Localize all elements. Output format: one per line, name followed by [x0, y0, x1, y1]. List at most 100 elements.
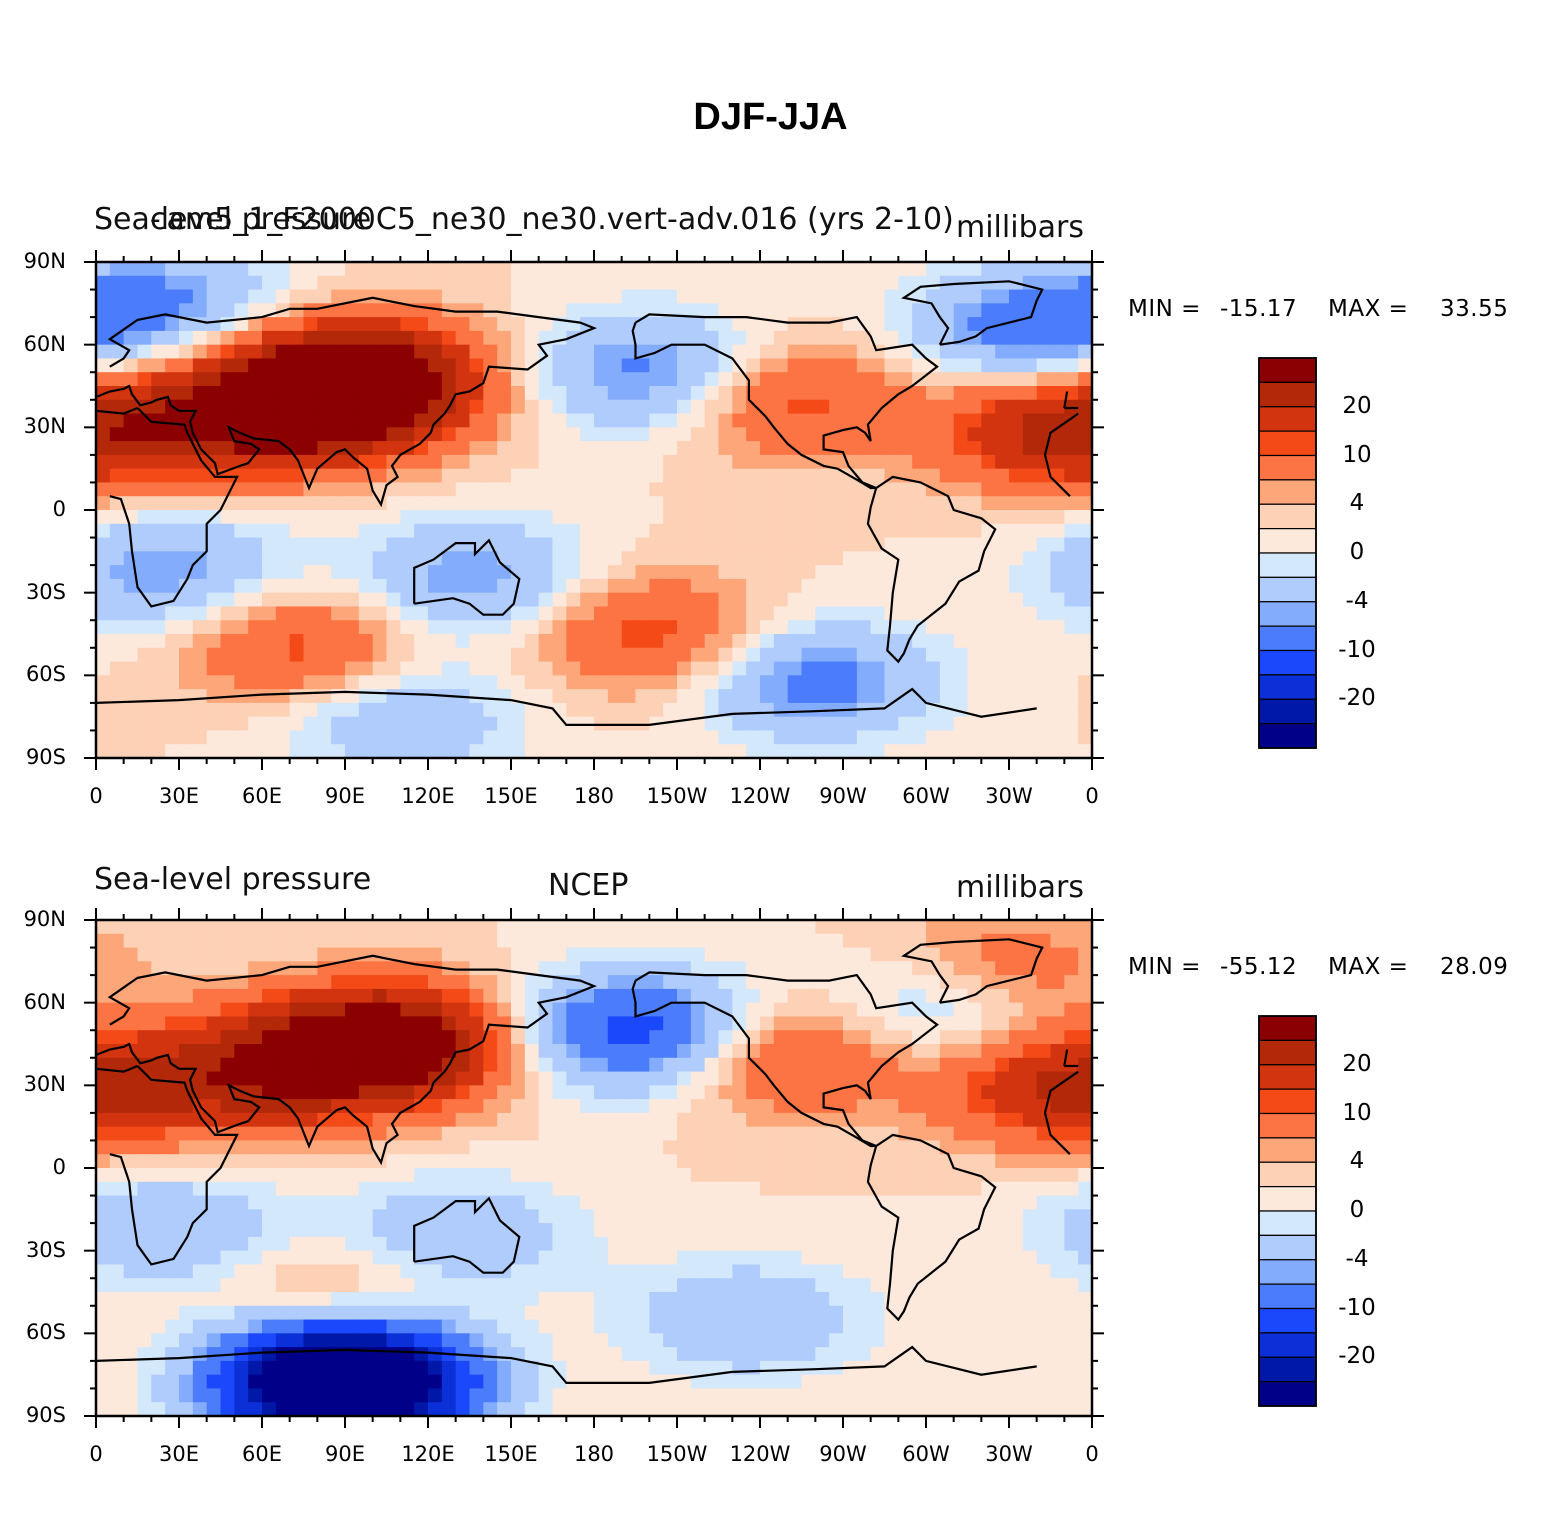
heatmap-cell [1022, 482, 1038, 497]
heatmap-cell [746, 1264, 761, 1279]
heatmap-cell [773, 1030, 789, 1045]
heatmap-cell [1064, 634, 1079, 649]
heatmap-cell [524, 1223, 540, 1238]
heatmap-cell [760, 1044, 775, 1059]
heatmap-cell [372, 1264, 388, 1279]
heatmap-cell [206, 1347, 222, 1362]
heatmap-cell [912, 1044, 927, 1059]
heatmap-cell [843, 620, 858, 635]
heatmap-cell [345, 1016, 360, 1031]
heatmap-cell [345, 1250, 360, 1266]
heatmap-cell [953, 1278, 969, 1293]
heatmap-cell [773, 1154, 789, 1169]
heatmap-cell [414, 689, 429, 704]
heatmap-cell [552, 661, 567, 676]
heatmap-cell [926, 1209, 941, 1224]
heatmap-cell [746, 1099, 761, 1114]
heatmap-cell [704, 661, 720, 676]
heatmap-cell [566, 1057, 581, 1073]
heatmap-cell [552, 1168, 567, 1183]
heatmap-cell [732, 675, 747, 690]
heatmap-cell [1036, 634, 1052, 649]
heatmap-cell [1009, 1099, 1024, 1114]
heatmap-cell [538, 1099, 554, 1114]
heatmap-cell [275, 1333, 291, 1348]
heatmap-cell [760, 578, 775, 594]
heatmap-cell [594, 523, 609, 539]
heatmap-cell [524, 399, 540, 415]
heatmap-cell [151, 1181, 166, 1197]
heatmap-cell [552, 372, 567, 387]
heatmap-cell [234, 730, 249, 745]
heatmap-cell [552, 565, 567, 580]
heatmap-cell [303, 427, 318, 442]
heatmap-cell [690, 565, 706, 580]
heatmap-cell [704, 1044, 720, 1059]
heatmap-cell [483, 716, 498, 732]
heatmap-cell [275, 1168, 291, 1183]
heatmap-cell [898, 1168, 913, 1183]
heatmap-cell [1022, 592, 1038, 608]
heatmap-cell [96, 413, 111, 428]
heatmap-cell [524, 413, 540, 428]
heatmap-cell [234, 1333, 249, 1348]
heatmap-cell [137, 1140, 152, 1155]
heatmap-cell [732, 920, 747, 935]
heatmap-cell [981, 565, 996, 580]
heatmap-cell [677, 1223, 692, 1238]
heatmap-cell [455, 606, 471, 621]
heatmap-cell [289, 730, 305, 745]
heatmap-cell [206, 275, 222, 291]
heatmap-cell [829, 578, 844, 594]
heatmap-cell [137, 344, 152, 360]
heatmap-cell [248, 551, 263, 566]
heatmap-cell [331, 510, 346, 525]
heatmap-cell [718, 358, 733, 373]
heatmap-cell [815, 275, 830, 291]
heatmap-cell [995, 1195, 1010, 1210]
heatmap-cell [787, 620, 803, 635]
heatmap-cell [123, 496, 139, 511]
heatmap-cell [829, 1236, 844, 1252]
heatmap-cell [400, 468, 415, 484]
heatmap-cell [995, 496, 1010, 511]
heatmap-cell [234, 303, 249, 318]
heatmap-cell [192, 1071, 208, 1086]
heatmap-cell [704, 358, 720, 373]
heatmap-cell [386, 920, 401, 935]
heatmap-cell [552, 454, 567, 470]
heatmap-cell [704, 1236, 720, 1252]
heatmap-cell [483, 1319, 498, 1334]
heatmap-cell [428, 1223, 443, 1238]
heatmap-cell [718, 372, 733, 387]
heatmap-cell [511, 1140, 526, 1155]
heatmap-cell [331, 303, 346, 318]
heatmap-cell [953, 468, 969, 484]
heatmap-cell [884, 441, 899, 456]
heatmap-cell [109, 551, 125, 566]
heatmap-cell [386, 1168, 401, 1183]
heatmap-cell [1036, 1278, 1052, 1293]
heatmap-cell [179, 661, 194, 676]
heatmap-cell [580, 1154, 595, 1169]
heatmap-cell [317, 1209, 332, 1224]
heatmap-cell [649, 675, 664, 690]
heatmap-cell [856, 523, 872, 539]
heatmap-cell [1064, 744, 1079, 759]
heatmap-cell [856, 1236, 872, 1252]
heatmap-cell [594, 358, 609, 373]
heatmap-cell [165, 702, 180, 718]
heatmap-cell [621, 386, 637, 401]
heatmap-cell [234, 1305, 249, 1321]
heatmap-cell [414, 317, 429, 332]
heatmap-cell [400, 303, 415, 318]
heatmap-cell [165, 551, 180, 566]
heatmap-cell [787, 262, 803, 277]
heatmap-cell [96, 441, 111, 456]
heatmap-cell [939, 988, 955, 1004]
heatmap-cell [552, 634, 567, 649]
heatmap-cell [884, 275, 899, 291]
heatmap-cell [262, 1236, 277, 1252]
heatmap-cell [1064, 592, 1079, 608]
